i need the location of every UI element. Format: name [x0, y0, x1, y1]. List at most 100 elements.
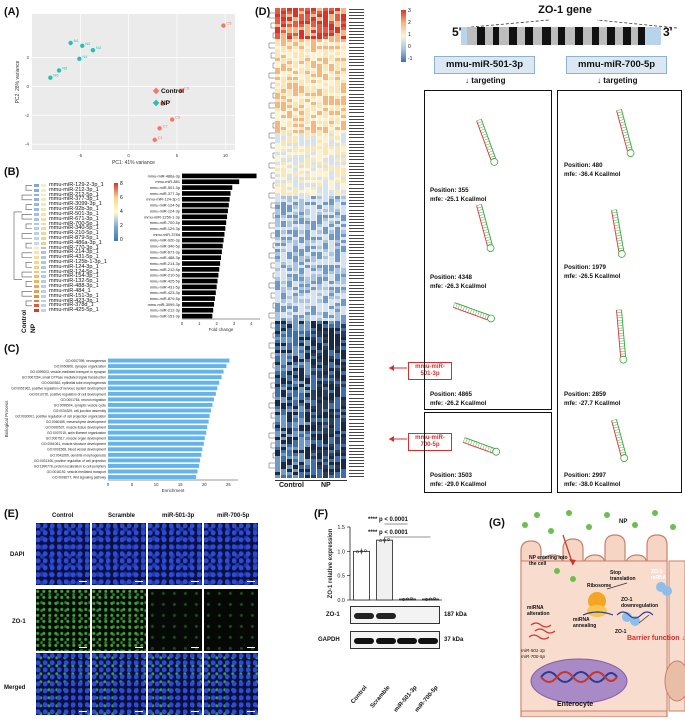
rna-left-2-basepair — [487, 242, 492, 243]
pca-background — [32, 14, 235, 150]
rna-right-4-basepair — [612, 422, 617, 423]
f-ytick: 1.0 — [337, 549, 345, 555]
f-bar — [423, 599, 439, 600]
pca-xtick: 0 — [127, 153, 130, 158]
e-micrographs — [36, 523, 262, 717]
b-bar-label: mmu-miR-3099-3p — [148, 302, 180, 307]
rna-left-3-basepair — [480, 312, 482, 317]
b-bar — [182, 314, 212, 319]
rna-right-2-basepair — [612, 210, 617, 211]
site-left-3-mfe: mfe: -26.2 Kcal/mol — [430, 400, 486, 407]
e-row-merged: Merged — [4, 685, 25, 691]
c-bar-label: GO:0034329, cell junction assembly — [53, 409, 106, 413]
d-dendrogram — [265, 8, 275, 478]
rna-left-3-basepair — [473, 310, 475, 315]
blot-zo1 — [350, 606, 440, 624]
c-bar — [108, 458, 200, 462]
rna-right-4-basepair — [620, 452, 625, 453]
e-row-zo1: ZO-1 — [12, 619, 26, 625]
rna-right-2-loop — [618, 250, 625, 257]
b-bar — [182, 232, 224, 237]
b-heat-cell — [40, 308, 47, 313]
d-mirna-label: ▬▬▬▬▬ — [349, 475, 364, 478]
mir700-box: mmu-miR-700-5p — [566, 56, 667, 74]
c-bar — [108, 381, 219, 385]
blot-gapdh-band-4 — [418, 638, 438, 644]
scale-bar — [79, 581, 87, 582]
b-bar-label: mmu-miR-431-5p — [150, 284, 180, 289]
rna-left-2-basepair — [478, 209, 483, 210]
micrograph-zo-1-4 — [204, 589, 258, 651]
d-colorbar-tick: -1 — [408, 56, 412, 62]
b-bar — [182, 214, 227, 219]
d-colorbar-tick: 0 — [408, 44, 411, 50]
b-bar-label: mmu-miR-124-5p — [150, 203, 180, 208]
c-bar-label: GO:0060485, mesenchyme development — [46, 420, 106, 424]
rna-right-2-basepair — [612, 212, 617, 213]
c-bar — [108, 475, 196, 479]
b-bar-label: mmu-miR-377-3p — [150, 191, 180, 196]
c-bar-label: GO:0001764, neuron migration — [61, 398, 107, 402]
rna-right-2-basepair — [613, 220, 618, 221]
b-dendro-branch — [26, 282, 32, 287]
pca-point-label: C7 — [163, 123, 169, 128]
b-bar-xtick: 2 — [215, 321, 218, 326]
blot-gapdh-name: GAPDH — [318, 637, 340, 643]
c-bar-label: GO:1990778, protein localization to cell… — [34, 464, 107, 468]
b-mirna-label: mmu-miR-425-5p_1 — [49, 308, 99, 313]
rna-right-4-basepair — [615, 432, 620, 433]
c-bar — [108, 453, 201, 457]
rna-left-4-basepair — [485, 446, 487, 451]
rna-left-3-basepair — [463, 306, 465, 311]
c-bar — [108, 420, 209, 424]
b-bar — [182, 226, 225, 231]
rna-left-3-loop — [488, 315, 495, 322]
b-bar-label: mmu-miR-340-5p — [150, 243, 180, 248]
b-bar — [182, 267, 219, 272]
pca-point — [48, 75, 52, 79]
b-dendro-branch — [22, 253, 32, 258]
c-bar-label: GO:0010720, positive regulation of cell … — [29, 392, 106, 396]
f-bar — [354, 551, 370, 600]
e-col-mir501: miR-501-3p — [162, 513, 194, 519]
pca-ytick: 2 — [26, 55, 29, 60]
b-bar-xlabel: Fold change — [209, 327, 234, 332]
b-dendro-branch — [22, 214, 32, 219]
scale-bar — [79, 711, 87, 712]
pca-xtick: 10 — [223, 153, 229, 158]
gene-exon — [583, 27, 592, 45]
b-colorbar-tick: 6 — [120, 195, 123, 201]
c-bar-label: GO:0007264, small GTPase mediated signal… — [22, 376, 106, 380]
gene-exon — [485, 27, 493, 45]
c-xtick: 20 — [202, 482, 207, 487]
rna-left-2-basepair — [481, 219, 486, 220]
f-ytick: 0.0 — [337, 598, 345, 604]
c-bar — [108, 470, 198, 474]
b-bar — [182, 179, 239, 184]
pca-point — [221, 23, 225, 27]
b-bar — [182, 185, 232, 190]
pca-point-label: C6 — [184, 86, 190, 91]
c-bar-label: GO:0007399, neurogenesis — [65, 359, 106, 363]
rna-right-1-basepair — [625, 139, 630, 140]
rna-left-1-basepair — [479, 126, 484, 128]
rna-left-1-basepair — [488, 151, 493, 153]
c-xtick: 25 — [226, 482, 231, 487]
rna-right-4-basepair — [618, 444, 623, 445]
b-bar-xtick: 4 — [250, 321, 253, 326]
site-right-2-position: Position: 1979 — [564, 264, 606, 271]
c-bar — [108, 431, 206, 435]
b-bar-label: mmu-miR-210-5p — [150, 273, 180, 278]
rna-right-4-basepair — [614, 427, 619, 428]
rna-left-1-basepair — [489, 153, 494, 155]
rna-left-2-basepair — [486, 240, 491, 241]
scale-bar — [247, 647, 255, 648]
b-bar-xtick: 0 — [181, 321, 184, 326]
rna-left-4-basepair — [463, 438, 465, 443]
rna-left-3-basepair — [460, 305, 462, 310]
b-dendro-branch — [26, 262, 32, 267]
rna-right-1-basepair — [627, 147, 632, 148]
f-sig1: **** p < 0.0001 — [368, 517, 408, 523]
